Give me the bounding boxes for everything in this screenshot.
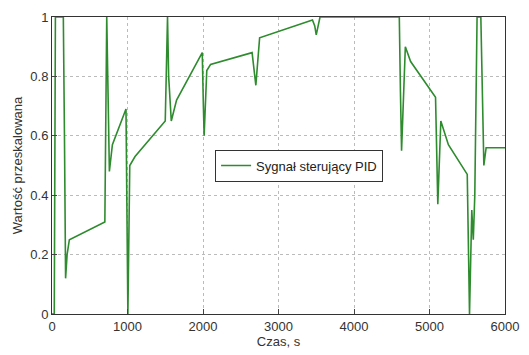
svg-text:Czas, s: Czas, s (257, 334, 301, 349)
svg-text:1: 1 (41, 10, 48, 25)
svg-text:6000: 6000 (491, 319, 520, 334)
svg-text:0.6: 0.6 (30, 128, 48, 143)
svg-text:1000: 1000 (113, 319, 142, 334)
svg-text:4000: 4000 (340, 319, 369, 334)
svg-text:Wartość przeskalowana: Wartość przeskalowana (10, 96, 25, 234)
svg-text:3000: 3000 (264, 319, 293, 334)
svg-text:0: 0 (41, 307, 48, 322)
svg-text:0.8: 0.8 (30, 69, 48, 84)
svg-text:0.4: 0.4 (30, 188, 48, 203)
svg-text:5000: 5000 (415, 319, 444, 334)
svg-text:Sygnał sterujący PID: Sygnał sterujący PID (256, 159, 377, 174)
svg-text:0: 0 (48, 319, 55, 334)
svg-text:0.2: 0.2 (30, 247, 48, 262)
svg-text:2000: 2000 (189, 319, 218, 334)
